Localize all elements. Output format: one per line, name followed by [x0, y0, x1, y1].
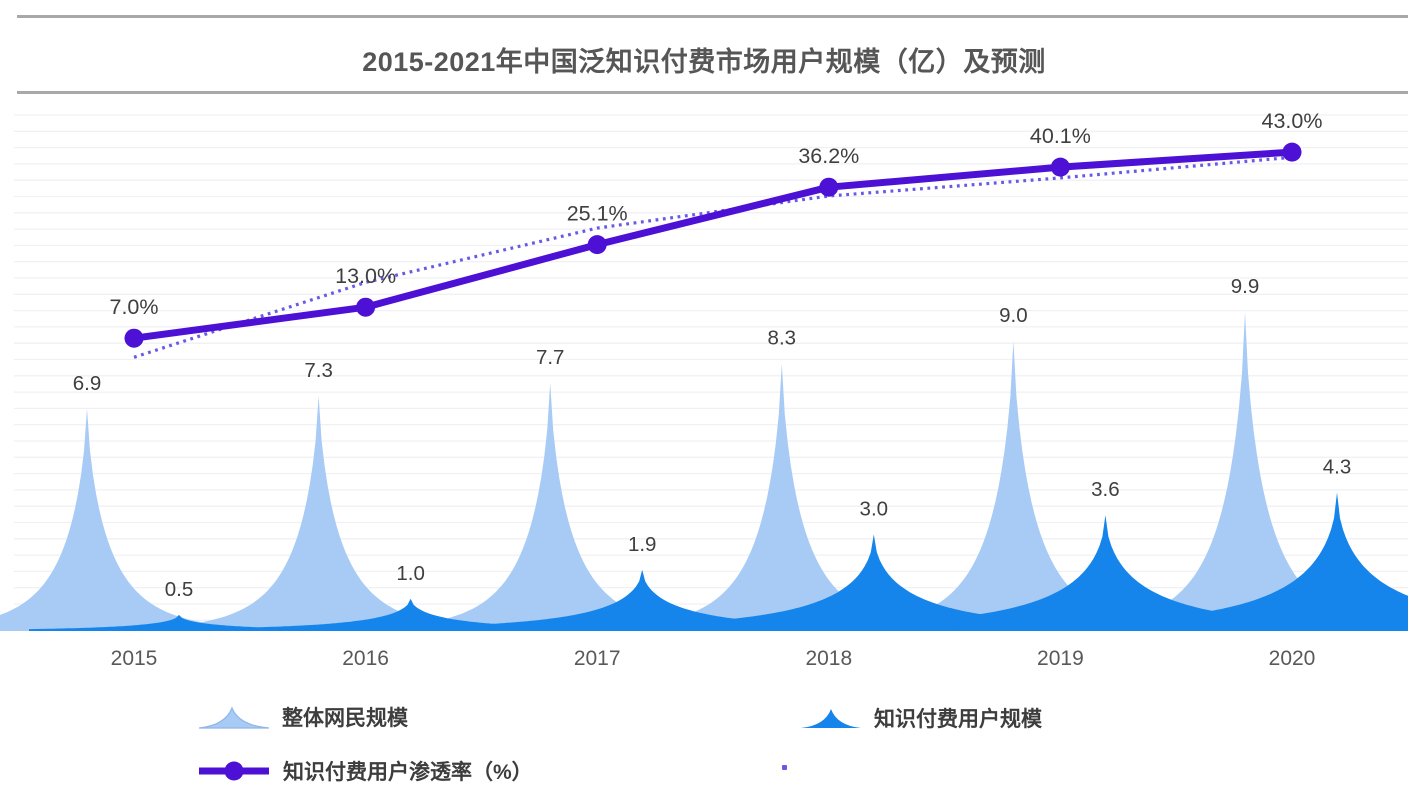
- x-axis-year-label: 2020: [1269, 647, 1316, 670]
- chart-title: 2015-2021年中国泛知识付费市场用户规模（亿）及预测: [362, 47, 1046, 77]
- light-spike: [607, 363, 956, 631]
- penetration-percent-label: 40.1%: [1030, 124, 1091, 148]
- penetration-line: [130, 148, 1296, 342]
- paying-users-value-label: 1.0: [396, 562, 425, 585]
- netizens-value-label: 7.3: [304, 359, 333, 382]
- line-marker: [1050, 157, 1070, 177]
- penetration-trendline: [133, 155, 1293, 359]
- dark-spike: [1187, 492, 1408, 631]
- netizens-value-label: 8.3: [768, 327, 797, 350]
- paying-users-value-label: 4.3: [1323, 456, 1352, 479]
- title-divider-line: [17, 91, 1408, 94]
- x-axis-year-label: 2016: [342, 647, 389, 670]
- line-marker: [356, 297, 376, 317]
- series-paying-users-area: [29, 492, 1408, 631]
- paying-users-value-label: 1.9: [628, 533, 657, 556]
- x-axis-year-label: 2017: [574, 647, 621, 670]
- penetration-percent-label: 25.1%: [567, 202, 628, 226]
- top-divider-line: [17, 15, 1408, 18]
- dark-spike: [29, 614, 329, 631]
- penetration-percent-label: 7.0%: [109, 295, 158, 319]
- light-spike: [839, 341, 1188, 631]
- netizens-value-label: 7.7: [536, 346, 565, 369]
- gridlines: [14, 114, 1408, 621]
- light-spike: [0, 408, 261, 631]
- line-marker: [1282, 142, 1302, 162]
- line-marker: [124, 328, 144, 348]
- light-spike: [376, 383, 725, 631]
- x-axis-year-label: 2018: [805, 647, 852, 670]
- x-axis-year-label: 2015: [111, 647, 158, 670]
- penetration-percent-label: 36.2%: [798, 144, 859, 168]
- series-netizens-area: [0, 312, 1408, 631]
- line-marker: [819, 177, 839, 197]
- netizens-value-label: 9.0: [999, 304, 1028, 327]
- paying-users-value-label: 0.5: [165, 578, 194, 601]
- dark-spike: [955, 515, 1256, 631]
- penetration-percent-label: 13.0%: [335, 264, 396, 288]
- light-spike: [144, 395, 493, 631]
- paying-users-value-label: 3.0: [860, 497, 889, 520]
- paying-users-value-label: 3.6: [1091, 478, 1120, 501]
- line-marker: [587, 235, 607, 255]
- dark-spike: [492, 569, 793, 631]
- penetration-percent-label: 43.0%: [1262, 109, 1323, 133]
- x-axis-year-label: 2019: [1037, 647, 1084, 670]
- light-spike: [1071, 312, 1408, 631]
- netizens-value-label: 6.9: [73, 372, 102, 395]
- dark-spike: [260, 598, 561, 631]
- netizens-value-label: 9.9: [1231, 275, 1260, 298]
- dark-spike: [723, 534, 1024, 631]
